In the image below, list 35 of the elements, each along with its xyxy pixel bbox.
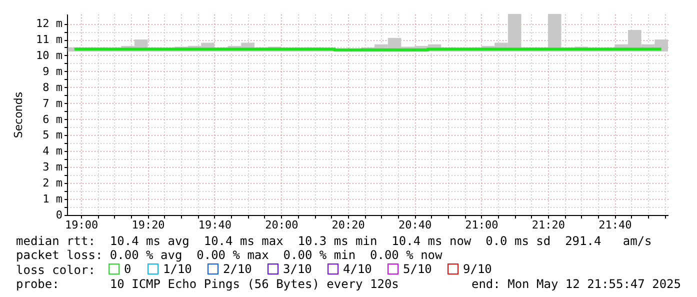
text: median rtt: 10.4 ms avg 10.4 ms max 10.3 ms min 10.4 ms now 0.0 ms sd 291.4 am/s — [16, 234, 652, 248]
x-tick-label: 20:00 — [265, 218, 298, 232]
legend-label: 4/10 — [343, 262, 372, 276]
legend-label: 2/10 — [223, 262, 252, 276]
legend-label: 9/10 — [463, 262, 492, 276]
legend-title: loss color: — [16, 263, 96, 277]
legend-label: 3/10 — [283, 262, 312, 276]
x-tick-label: 20:40 — [398, 218, 432, 232]
x-tick-label: 21:20 — [532, 218, 566, 232]
x-tick-label: 20:20 — [332, 218, 365, 232]
y-tick-label: 9 m — [42, 64, 63, 78]
y-tick-label: 1 m — [42, 192, 63, 206]
y-tick-label: 4 m — [42, 144, 63, 158]
legend-label: 5/10 — [403, 262, 432, 276]
legend-label: 1/10 — [163, 262, 192, 276]
y-tick-label: 10 m — [36, 48, 63, 62]
y-tick-label: 6 m — [42, 112, 63, 126]
y-tick-label: 5 m — [42, 128, 63, 142]
y-tick-label: 11 m — [36, 33, 63, 46]
y-tick-label: 7 m — [42, 96, 63, 110]
text: end: Mon May 12 21:55:47 2025 — [471, 277, 681, 291]
y-tick-label: 2 m — [42, 176, 63, 190]
x-tick-label: 19:00 — [65, 218, 98, 232]
y-tick-label: 8 m — [42, 80, 63, 94]
x-tick-label: 21:00 — [465, 218, 498, 232]
legend-label: 0 — [124, 262, 132, 276]
x-tick-label: 19:40 — [198, 218, 232, 232]
y-axis-title: Seconds — [12, 92, 26, 138]
y-tick-label: 3 m — [42, 160, 63, 174]
x-tick-label: 21:40 — [598, 218, 632, 232]
text: probe: 10 ICMP Echo Pings (56 Bytes) every 120s — [16, 277, 399, 291]
text: packet loss: 0.00 % avg 0.00 % max 0.00 % min 0.00 % now — [16, 248, 442, 262]
x-tick-label: 19:20 — [132, 218, 165, 232]
y-tick-label: 0 — [56, 208, 62, 222]
y-tick-label: 12 m — [36, 17, 63, 30]
